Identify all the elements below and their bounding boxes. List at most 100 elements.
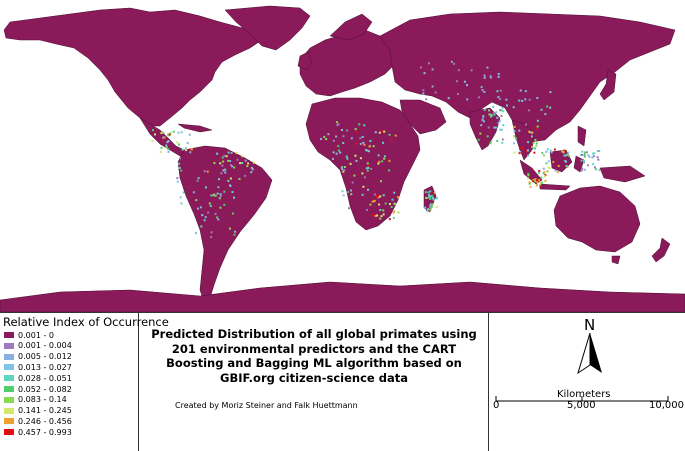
occurrence-cell: [361, 193, 364, 196]
legend-swatch: [4, 375, 14, 382]
occurrence-cell: [350, 137, 353, 140]
occurrence-cell: [535, 178, 538, 181]
legend-item: 0.013 - 0.027: [4, 362, 72, 372]
occurrence-cell: [167, 134, 170, 137]
occurrence-cell: [381, 130, 384, 133]
occurrence-cell: [165, 146, 168, 149]
australia: [553, 185, 641, 253]
occurrence-cell: [214, 194, 217, 197]
caribbean-islands: [177, 123, 213, 133]
occurrence-cell: [420, 66, 423, 69]
occurrence-cell: [367, 188, 369, 191]
occurrence-cell: [534, 180, 537, 183]
occurrence-cell: [563, 149, 566, 152]
occurrence-cell: [366, 169, 369, 172]
occurrence-cell: [373, 214, 376, 217]
occurrence-cell: [346, 129, 348, 132]
occurrence-cell: [488, 109, 490, 112]
occurrence-cell: [536, 119, 539, 122]
legend-item: 0.246 - 0.456: [4, 416, 72, 426]
occurrence-cell: [336, 121, 338, 124]
occurrence-cell: [499, 109, 502, 112]
occurrence-cell: [427, 191, 430, 194]
occurrence-cell: [165, 144, 168, 147]
occurrence-cell: [341, 168, 344, 171]
occurrence-cell: [538, 179, 541, 182]
occurrence-cell: [533, 151, 536, 154]
occurrence-cell: [337, 149, 340, 152]
occurrence-cell: [397, 211, 400, 214]
occurrence-cell: [376, 194, 378, 197]
occurrence-cell: [233, 166, 236, 169]
occurrence-cell: [362, 141, 365, 144]
occurrence-cell: [478, 96, 481, 99]
legend-label: 0.005 - 0.012: [18, 352, 72, 362]
occurrence-cell: [162, 138, 165, 141]
occurrence-cell: [229, 164, 232, 167]
occurrence-cell: [545, 162, 548, 165]
occurrence-cell: [355, 159, 358, 162]
occurrence-cell: [336, 124, 339, 127]
occurrence-cell: [247, 162, 250, 165]
occurrence-cell: [598, 150, 601, 152]
occurrence-cell: [494, 126, 497, 129]
sumatra: [519, 159, 543, 185]
occurrence-cell: [235, 152, 238, 154]
occurrence-cell: [538, 170, 541, 172]
occurrence-cell: [546, 148, 549, 151]
occurrence-cell: [373, 199, 376, 202]
occurrence-cell: [500, 115, 503, 117]
occurrence-cell: [207, 211, 210, 214]
occurrence-cell: [453, 62, 455, 65]
british-isles: [297, 51, 313, 71]
occurrence-cell: [562, 151, 565, 154]
occurrence-cell: [535, 184, 538, 187]
occurrence-cell: [546, 170, 549, 173]
occurrence-cell: [178, 143, 180, 146]
occurrence-cell: [566, 153, 568, 156]
occurrence-cell: [477, 138, 480, 141]
occurrence-cell: [241, 155, 244, 158]
occurrence-cell: [176, 141, 179, 144]
occurrence-cell: [499, 128, 502, 131]
occurrence-cell: [535, 142, 538, 145]
occurrence-cell: [529, 185, 532, 188]
occurrence-cell: [470, 69, 473, 72]
occurrence-cell: [222, 169, 225, 172]
occurrence-cell: [388, 159, 391, 162]
occurrence-cell: [382, 213, 385, 216]
occurrence-cell: [376, 214, 379, 217]
occurrence-cell: [487, 126, 490, 129]
occurrence-cell: [497, 73, 500, 76]
occurrence-cell: [219, 195, 222, 197]
occurrence-cell: [515, 137, 517, 140]
occurrence-cell: [428, 197, 431, 200]
occurrence-cell: [167, 150, 170, 153]
occurrence-cell: [425, 98, 428, 101]
occurrence-cell: [369, 140, 372, 142]
occurrence-cell: [539, 185, 542, 188]
occurrence-cell: [500, 128, 503, 131]
occurrence-cell: [354, 154, 357, 157]
occurrence-cell: [252, 161, 255, 164]
occurrence-cell: [335, 152, 338, 155]
occurrence-cell: [176, 180, 179, 183]
occurrence-cell: [528, 98, 531, 101]
legend-item: 0.001 - 0.004: [4, 341, 72, 351]
occurrence-cell: [540, 176, 543, 179]
occurrence-cell: [217, 218, 220, 221]
legend-swatch: [4, 429, 14, 436]
occurrence-cell: [167, 148, 170, 151]
occurrence-cell: [184, 147, 187, 150]
occurrence-cell: [432, 198, 435, 201]
occurrence-cell: [542, 154, 545, 157]
occurrence-cell: [366, 208, 368, 211]
world-map: [0, 5, 685, 312]
occurrence-cell: [483, 76, 486, 79]
occurrence-cell: [482, 120, 485, 123]
greenland: [224, 5, 311, 51]
occurrence-cell: [159, 151, 162, 153]
occurrence-cell: [206, 170, 209, 173]
occurrence-cell: [532, 142, 535, 145]
occurrence-cell: [382, 194, 385, 197]
